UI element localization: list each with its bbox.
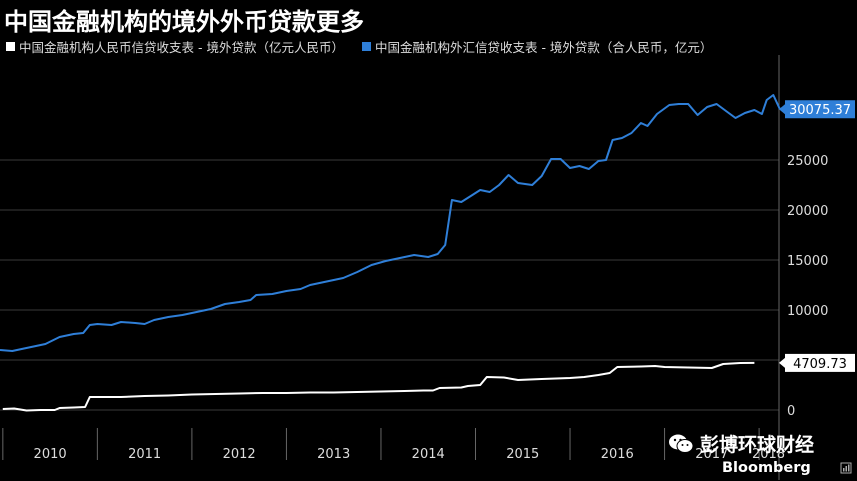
legend-label-rmb: 中国金融机构人民币信贷收支表 - 境外贷款（亿元人民币） bbox=[19, 40, 344, 55]
legend-item-rmb[interactable]: 中国金融机构人民币信贷收支表 - 境外贷款（亿元人民币） bbox=[6, 37, 344, 56]
bloomberg-terminal-icon bbox=[840, 462, 852, 474]
legend-item-fx[interactable]: 中国金融机构外汇信贷收支表 - 境外贷款（合人民币，亿元） bbox=[361, 37, 713, 56]
x-tick-label: 2012 bbox=[223, 447, 256, 462]
series-line-fx bbox=[0, 94, 781, 352]
x-tick-label: 2016 bbox=[601, 447, 634, 462]
legend-swatch-fx bbox=[361, 42, 371, 51]
last-value-box-fx bbox=[785, 100, 855, 119]
last-value-pointer bbox=[779, 104, 785, 115]
x-tick-label: 2010 bbox=[34, 447, 67, 462]
legend: 中国金融机构人民币信贷收支表 - 境外贷款（亿元人民币） 中国金融机构外汇信贷收… bbox=[6, 37, 712, 56]
wechat-icon bbox=[669, 434, 694, 453]
watermark: 彭博环球财经 bbox=[668, 430, 814, 457]
legend-swatch-rmb bbox=[6, 42, 15, 51]
y-tick-label: 0 bbox=[787, 404, 795, 419]
y-tick-label: 25000 bbox=[787, 154, 828, 169]
y-tick-label: 10000 bbox=[787, 304, 828, 319]
last-value-label-fx: 30075.37 bbox=[789, 103, 851, 118]
chart-title: 中国金融机构的境外外币贷款更多 bbox=[4, 8, 364, 36]
last-value-label-rmb: 4709.73 bbox=[793, 357, 847, 372]
x-tick-label: 2013 bbox=[317, 447, 350, 462]
last-value-pointer bbox=[779, 357, 785, 368]
last-value-box-rmb bbox=[785, 353, 855, 372]
x-tick-label: 2011 bbox=[128, 447, 161, 462]
x-tick-label: 2018 bbox=[752, 447, 785, 462]
legend-label-fx: 中国金融机构外汇信贷收支表 - 境外贷款（合人民币，亿元） bbox=[374, 40, 713, 55]
bloomberg-logo: Bloomberg bbox=[722, 460, 811, 476]
x-tick-label: 2014 bbox=[412, 447, 445, 462]
series-line-rmb bbox=[2, 361, 755, 412]
y-tick-label: 20000 bbox=[787, 204, 828, 219]
y-tick-label: 15000 bbox=[787, 254, 828, 269]
x-tick-label: 2015 bbox=[506, 447, 539, 462]
x-tick-label: 2017 bbox=[695, 447, 728, 462]
watermark-text: 彭博环球财经 bbox=[700, 434, 815, 456]
